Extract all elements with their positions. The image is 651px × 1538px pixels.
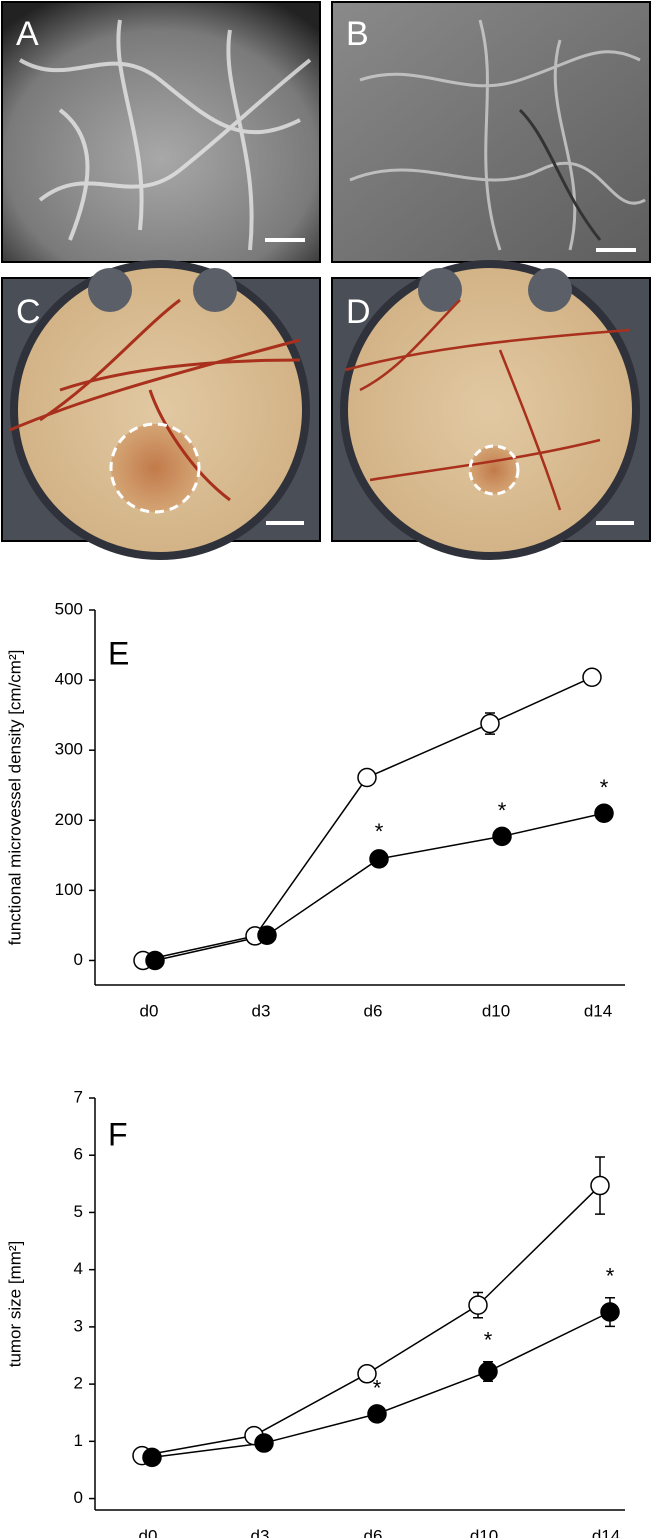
panel-label: F xyxy=(108,1116,128,1152)
data-point xyxy=(357,767,377,788)
significance-mark: * xyxy=(606,1264,615,1289)
x-tick-label: d0 xyxy=(140,1001,159,1020)
y-tick-label: 6 xyxy=(74,1145,83,1164)
significance-mark: * xyxy=(373,1376,382,1401)
data-point xyxy=(594,803,614,824)
panel-label: A xyxy=(16,15,39,53)
y-tick-label: 2 xyxy=(74,1374,83,1393)
data-point xyxy=(600,1302,620,1322)
x-tick-label: d14 xyxy=(584,1001,612,1020)
x-tick-label: d3 xyxy=(251,1526,270,1538)
panel-label: C xyxy=(16,293,41,331)
y-tick-label: 200 xyxy=(55,810,83,829)
y-tick-label: 7 xyxy=(74,1087,83,1106)
x-tick-label: d6 xyxy=(364,1526,383,1538)
y-tick-label: 0 xyxy=(74,950,83,969)
significance-mark: * xyxy=(484,1328,493,1353)
x-tick-label: d10 xyxy=(470,1526,498,1538)
y-axis-label: functional microvessel density [cm/cm²] xyxy=(5,650,24,946)
panel-label: D xyxy=(346,293,371,331)
significance-mark: * xyxy=(600,775,609,800)
data-point xyxy=(257,925,277,945)
y-tick-label: 3 xyxy=(74,1316,83,1335)
x-tick-label: d6 xyxy=(364,1001,383,1020)
photo-a: A xyxy=(1,1,321,263)
y-axis-label: tumor size [mm²] xyxy=(5,1241,24,1368)
data-point xyxy=(367,1404,387,1424)
y-tick-label: 5 xyxy=(74,1202,83,1221)
x-tick-label: d14 xyxy=(592,1526,620,1538)
y-tick-label: 1 xyxy=(74,1431,83,1450)
data-point xyxy=(478,1361,498,1382)
data-point xyxy=(582,667,602,688)
data-point xyxy=(590,1175,610,1196)
series-line xyxy=(142,676,593,962)
data-point xyxy=(480,713,500,734)
x-tick-label: d10 xyxy=(482,1001,510,1020)
photo-d: D xyxy=(331,260,651,560)
x-tick-label: d3 xyxy=(252,1001,271,1020)
panel-label: B xyxy=(346,15,369,53)
data-point xyxy=(145,950,165,971)
significance-mark: * xyxy=(375,819,384,844)
y-tick-label: 4 xyxy=(74,1259,83,1278)
data-point xyxy=(142,1447,162,1468)
data-point xyxy=(468,1295,488,1315)
y-tick-label: 400 xyxy=(55,670,83,689)
x-tick-label: d0 xyxy=(139,1526,158,1538)
chart: 0 100 200 300 400 500 d0 d3 d6 d10 d14 functional m… xyxy=(5,599,625,1020)
significance-mark: * xyxy=(498,798,507,823)
data-point xyxy=(254,1433,274,1453)
y-tick-label: 0 xyxy=(74,1488,83,1507)
y-tick-label: 300 xyxy=(55,740,83,759)
data-point xyxy=(369,849,389,869)
y-tick-label: 100 xyxy=(55,880,83,899)
data-point xyxy=(357,1364,377,1384)
photo-b: B xyxy=(331,1,651,263)
chart: 0 1 2 3 4 5 6 7 d0 d3 d6 d10 d14 tumor size [mm²] F * * * xyxy=(5,1087,625,1538)
data-point xyxy=(492,826,512,847)
photo-c: C xyxy=(1,260,321,560)
panel-label: E xyxy=(108,635,129,671)
y-tick-label: 500 xyxy=(55,599,83,618)
